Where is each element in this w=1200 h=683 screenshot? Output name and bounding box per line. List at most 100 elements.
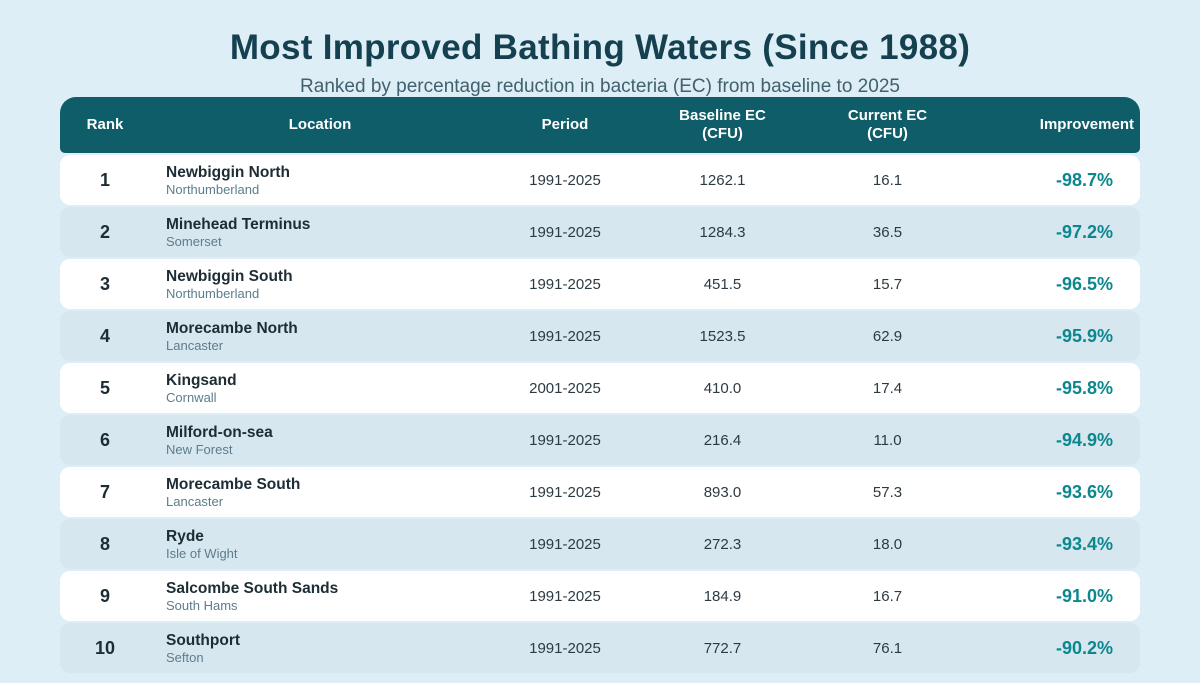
location-cell: Newbiggin North Northumberland (150, 163, 490, 198)
rank-cell: 10 (94, 637, 116, 658)
location-cell: Salcombe South Sands South Hams (150, 579, 490, 614)
baseline-ec-cell: 1262.1 (699, 171, 746, 189)
current-ec-cell: 36.5 (872, 223, 903, 241)
rank-cell: 6 (99, 429, 110, 450)
period-cell: 1991-2025 (529, 431, 601, 449)
period-cell: 1991-2025 (529, 223, 601, 241)
location-cell: Newbiggin South Northumberland (150, 267, 490, 302)
location-name: Newbiggin North (166, 163, 290, 181)
location-district: South Hams (166, 597, 238, 613)
period-cell: 1991-2025 (529, 639, 601, 657)
location-cell: Southport Sefton (150, 631, 490, 666)
current-ec-cell: 76.1 (872, 639, 903, 657)
improvement-cell: -90.2% (1055, 637, 1113, 658)
baseline-ec-cell: 272.3 (703, 535, 742, 553)
baseline-ec-cell: 184.9 (703, 587, 742, 605)
current-ec-cell: 18.0 (872, 535, 903, 553)
table-row: 4 Morecambe North Lancaster 1991-2025 1523.5… (60, 311, 1140, 361)
period-cell: 1991-2025 (529, 327, 601, 345)
location-district: Sefton (166, 649, 204, 665)
location-district: New Forest (166, 441, 233, 457)
location-cell: Minehead Terminus Somerset (150, 215, 490, 250)
table-row: 9 Salcombe South Sands South Hams 1991-2025… (60, 571, 1140, 621)
current-ec-cell: 57.3 (872, 483, 903, 501)
location-name: Newbiggin South (166, 267, 293, 285)
table-row: 3 Newbiggin South Northumberland 1991-2025 4… (60, 259, 1140, 309)
location-district: Somerset (166, 233, 222, 249)
location-cell: Morecambe South Lancaster (150, 475, 490, 510)
location-name: Morecambe South (166, 475, 301, 493)
location-district: Lancaster (166, 337, 224, 353)
improvement-cell: -93.4% (1055, 533, 1113, 554)
location-cell: Morecambe North Lancaster (150, 319, 490, 354)
location-cell: Milford-on-sea New Forest (150, 423, 490, 458)
period-cell: 1991-2025 (529, 483, 601, 501)
column-header-location-label: Location (288, 116, 352, 133)
improvement-cell: -96.5% (1055, 273, 1113, 294)
location-name: Morecambe North (166, 319, 298, 337)
table-row: 10 Southport Sefton 1991-2025 772.7 76.1 -90.2… (60, 623, 1140, 673)
location-cell: Ryde Isle of Wight (150, 527, 490, 562)
rank-cell: 7 (99, 481, 110, 502)
rank-cell: 3 (99, 273, 110, 294)
location-name: Minehead Terminus (166, 215, 311, 233)
current-ec-cell: 17.4 (872, 379, 903, 397)
rank-cell: 5 (99, 377, 110, 398)
rank-cell: 9 (99, 585, 110, 606)
location-district: Northumberland (166, 285, 260, 301)
column-header-baseline-ec-unit: (CFU) (702, 125, 743, 142)
period-cell: 2001-2025 (529, 379, 601, 397)
table-row: 5 Kingsand Cornwall 2001-2025 410.0 17.4 -95.8… (60, 363, 1140, 413)
column-header-period-label: Period (541, 116, 589, 133)
table-row: 2 Minehead Terminus Somerset 1991-2025 1284.… (60, 207, 1140, 257)
current-ec-cell: 62.9 (872, 327, 903, 345)
baseline-ec-cell: 1523.5 (699, 327, 746, 345)
location-district: Lancaster (166, 493, 224, 509)
table-row: 7 Morecambe South Lancaster 1991-2025 893.0 5… (60, 467, 1140, 517)
period-cell: 1991-2025 (529, 275, 601, 293)
location-name: Kingsand (166, 371, 237, 389)
page-subtitle: Ranked by percentage reduction in bacter… (300, 76, 900, 97)
location-cell: Kingsand Cornwall (150, 371, 490, 406)
column-header-current-ec: Current EC (CFU) (805, 107, 970, 143)
baseline-ec-cell: 893.0 (703, 483, 742, 501)
baseline-ec-cell: 1284.3 (699, 223, 746, 241)
column-header-current-ec-label: Current EC (847, 107, 928, 124)
column-header-period: Period (490, 116, 640, 134)
improvement-cell: -95.8% (1055, 377, 1113, 398)
baseline-ec-cell: 410.0 (703, 379, 742, 397)
column-header-location: Location (150, 116, 490, 134)
location-name: Ryde (166, 527, 204, 545)
improvement-cell: -94.9% (1055, 429, 1113, 450)
period-cell: 1991-2025 (529, 535, 601, 553)
baseline-ec-cell: 451.5 (703, 275, 742, 293)
period-cell: 1991-2025 (529, 171, 601, 189)
current-ec-cell: 16.7 (872, 587, 903, 605)
location-name: Milford-on-sea (166, 423, 273, 441)
improvement-cell: -97.2% (1055, 221, 1113, 242)
current-ec-cell: 16.1 (872, 171, 903, 189)
location-district: Northumberland (166, 181, 260, 197)
improvement-cell: -98.7% (1055, 169, 1113, 190)
baseline-ec-cell: 216.4 (703, 431, 742, 449)
location-district: Cornwall (166, 389, 217, 405)
current-ec-cell: 11.0 (873, 431, 902, 449)
rank-cell: 1 (99, 169, 110, 190)
current-ec-cell: 15.7 (872, 275, 903, 293)
period-cell: 1991-2025 (529, 587, 601, 605)
table-row: 6 Milford-on-sea New Forest 1991-2025 216.4 1… (60, 415, 1140, 465)
baseline-ec-cell: 772.7 (703, 639, 742, 657)
improvement-cell: -93.6% (1055, 481, 1113, 502)
improvement-cell: -95.9% (1055, 325, 1113, 346)
column-header-improvement-label: Improvement (1039, 116, 1134, 133)
table-row: 1 Newbiggin North Northumberland 1991-2025 1… (60, 155, 1140, 205)
improvement-cell: -91.0% (1055, 585, 1113, 606)
table-row: 8 Ryde Isle of Wight 1991-2025 272.3 18.0 -93.… (60, 519, 1140, 569)
location-name: Southport (166, 631, 241, 649)
column-header-improvement: Improvement (970, 116, 1140, 134)
rank-cell: 8 (99, 533, 110, 554)
location-district: Isle of Wight (166, 545, 238, 561)
column-header-baseline-ec: Baseline EC (CFU) (640, 107, 805, 143)
rank-cell: 2 (99, 221, 110, 242)
column-header-rank: Rank (60, 116, 150, 134)
